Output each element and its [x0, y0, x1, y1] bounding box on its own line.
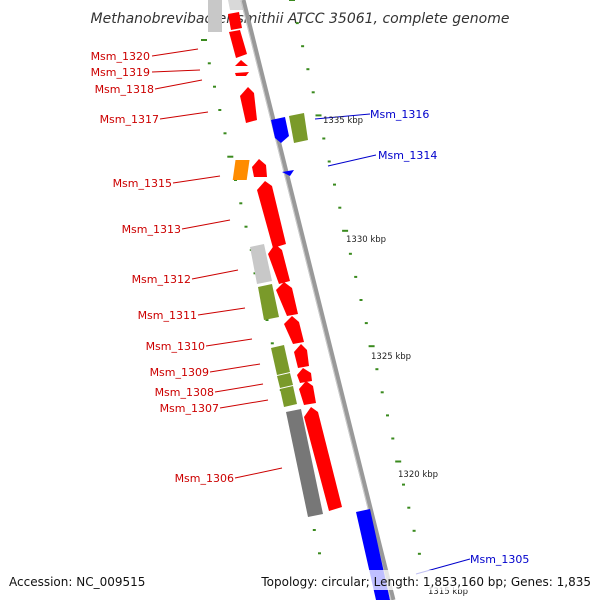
feature-msm1319: [235, 60, 248, 66]
feature-msm1314: [282, 170, 294, 176]
label-msm1320: Msm_1320: [91, 50, 150, 63]
leader-msm1315: [172, 175, 221, 184]
backbone: [240, 0, 396, 600]
feature-msm1316-olive: [289, 113, 308, 143]
feature-msm1306: [304, 407, 342, 511]
feature-olive-1309: [271, 345, 290, 375]
leader-msm1318: [154, 79, 203, 90]
map-title: Methanobrevibacter smithii ATCC 35061, c…: [91, 11, 510, 27]
leader-msm1316: [314, 113, 371, 120]
leader-msm1317: [159, 111, 209, 120]
leader-msm1310: [205, 338, 253, 347]
kbp-label-1325: 1325 kbp: [371, 352, 411, 362]
feature-msm1316-blue: [271, 117, 289, 143]
feature-grey-1312: [250, 244, 272, 284]
leader-msm1311: [197, 307, 246, 316]
gene-labels: Msm_1320 Msm_1319 Msm_1318 Msm_1317 Msm_…: [91, 50, 530, 566]
feature-msm1315: [252, 159, 267, 177]
feature-msm1309: [294, 344, 309, 368]
feature-msm1312: [268, 244, 290, 284]
feature-msm1320-top: [228, 12, 242, 30]
leader-msm1312: [191, 269, 239, 280]
feature-msm1311: [276, 282, 298, 316]
leader-msm1308: [214, 383, 264, 393]
label-msm1318: Msm_1318: [95, 83, 154, 96]
backbone-highlight: [240, 0, 392, 600]
feature-grey-top-2: [228, 0, 243, 10]
label-msm1310: Msm_1310: [146, 340, 205, 353]
leader-msm1314: [327, 154, 377, 167]
feature-darkgrey-1306: [286, 409, 323, 517]
feature-msm1317: [240, 87, 257, 123]
kbp-label-1315: 1315 kbp: [428, 587, 468, 597]
feature-msm1318: [235, 72, 249, 76]
label-msm1309: Msm_1309: [150, 366, 209, 379]
label-msm1319: Msm_1319: [91, 66, 150, 79]
leader-msm1313: [181, 219, 231, 230]
feature-msm1320: [229, 30, 247, 58]
leader-msm1309: [209, 363, 261, 373]
label-msm1314: Msm_1314: [378, 149, 437, 162]
feature-olive-1308: [277, 373, 293, 388]
topology-text: Topology: circular; Length: 1,853,160 bp…: [260, 575, 591, 589]
label-msm1315: Msm_1315: [113, 177, 172, 190]
label-msm1306: Msm_1306: [175, 472, 234, 485]
feature-msm1313: [257, 181, 286, 248]
label-msm1317: Msm_1317: [100, 113, 159, 126]
label-msm1313: Msm_1313: [122, 223, 181, 236]
label-msm1311: Msm_1311: [138, 309, 197, 322]
leader-msm1319: [151, 69, 201, 73]
feature-msm1307: [299, 381, 316, 405]
kbp-label-1330: 1330 kbp: [346, 235, 386, 245]
feature-olive-1311: [258, 284, 279, 320]
footer-backdrop: [0, 570, 600, 590]
leader-msm1306: [234, 467, 283, 479]
accession-text: Accession: NC_009515: [9, 575, 145, 589]
kbp-labels: 1335 kbp 1330 kbp 1325 kbp 1320 kbp 1315…: [323, 116, 468, 597]
feature-olive-1307: [280, 386, 297, 407]
feature-grey-top: [208, 0, 222, 32]
feature-msm1310: [284, 316, 304, 344]
label-msm1305: Msm_1305: [470, 553, 529, 566]
label-msm1308: Msm_1308: [155, 386, 214, 399]
kbp-label-1320: 1320 kbp: [398, 470, 438, 480]
leader-msm1307: [219, 399, 269, 409]
label-msm1316: Msm_1316: [370, 108, 429, 121]
kbp-label-1335: 1335 kbp: [323, 116, 363, 126]
feature-rings: [208, 0, 396, 600]
leader-msm1320: [151, 48, 199, 57]
label-msm1312: Msm_1312: [132, 273, 191, 286]
feature-msm1308: [297, 368, 312, 383]
label-msm1307: Msm_1307: [160, 402, 219, 415]
feature-msm1315-trna: [232, 160, 250, 180]
